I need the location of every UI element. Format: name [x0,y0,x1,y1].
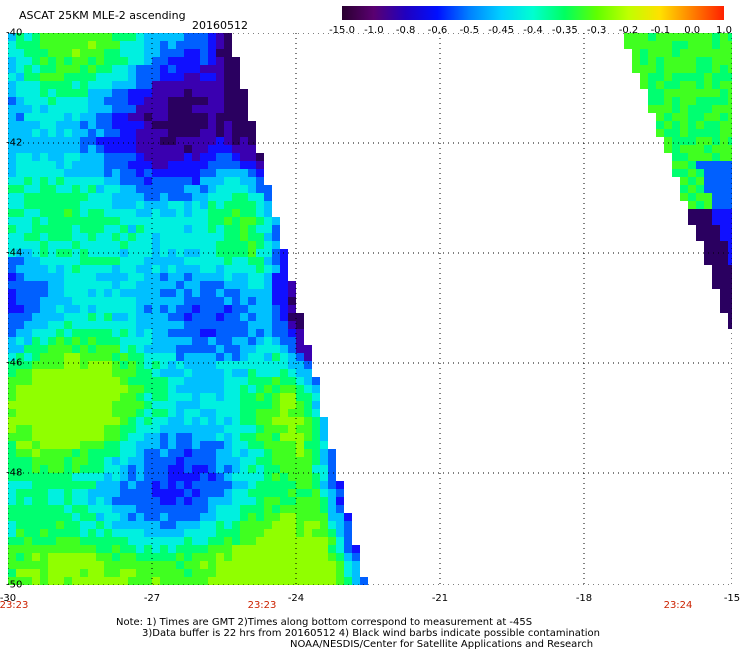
map-plot [8,33,732,585]
lat-label: -48 [6,467,23,479]
lat-label: -50 [6,579,23,591]
colorbar-tick-label: -15.0 [329,25,355,36]
note-line-3: NOAA/NESDIS/Center for Satellite Applica… [290,639,594,650]
colorbar-tick-label: -0.45 [488,25,515,36]
chart-title: ASCAT 25KM MLE-2 ascending [19,9,186,22]
time-label: 23:23 [247,600,277,611]
colorbar-tick-label: -0.1 [650,25,671,36]
colorbar-tick-label: -0.2 [618,25,639,36]
lon-label: -21 [431,593,449,604]
colorbar [342,6,724,20]
colorbar-tick-label: -0.5 [459,25,480,36]
lat-label: -44 [6,247,23,259]
colorbar-tick-label: -0.4 [523,25,543,36]
lat-label: -46 [6,357,23,369]
lon-label: -24 [287,593,305,604]
colorbar-tick-label: 0.0 [684,25,701,36]
lat-label: -40 [6,27,23,39]
lon-label: -27 [143,593,161,604]
colorbar-tick-label: -0.6 [427,25,448,36]
colorbar-tick-label: -1.0 [364,25,384,36]
colorbar-tick-label: -0.8 [395,25,416,36]
note-line-2: 3)Data buffer is 22 hrs from 20160512 4)… [142,628,600,639]
time-label: 23:23 [0,600,29,611]
lon-label: -30 [0,593,17,604]
colorbar-tick-label: 1.0 [716,25,732,36]
lon-label: -18 [575,593,593,604]
colorbar-tick-label: -0.3 [586,25,607,36]
lat-label: -42 [6,137,23,149]
time-label: 23:24 [663,600,693,611]
colorbar-tick-label: -0.35 [551,25,578,36]
note-line-1: Note: 1) Times are GMT 2)Times along bot… [116,617,533,628]
chart-date: 20160512 [192,19,248,32]
lon-label: -15 [723,593,740,604]
